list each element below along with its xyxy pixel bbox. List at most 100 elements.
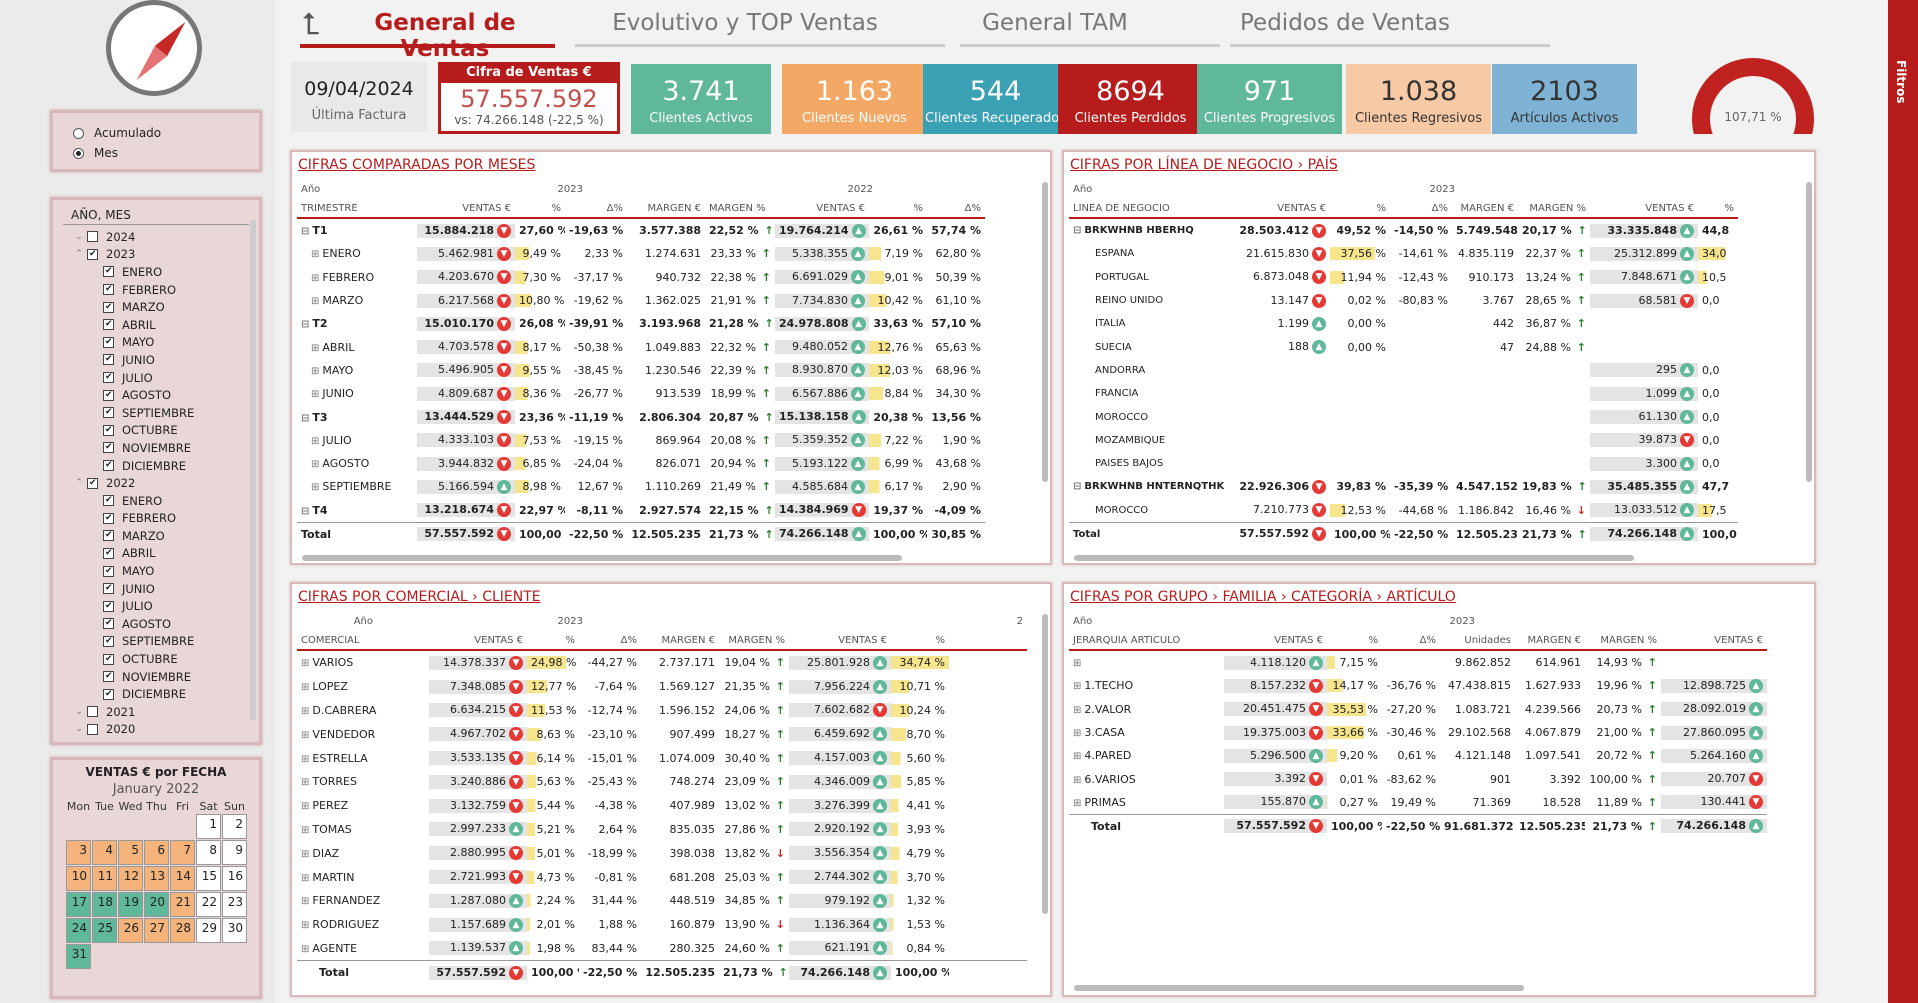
calendar-day[interactable]: 3 (66, 840, 91, 865)
calendar-day[interactable]: 2 (222, 814, 247, 839)
tree-item-julio[interactable]: JULIO (63, 597, 249, 615)
tree-item-febrero[interactable]: FEBRERO (63, 281, 249, 299)
calendar-day[interactable]: 11 (92, 866, 117, 891)
expand-icon[interactable]: ⊞ (311, 296, 320, 308)
expand-icon[interactable]: ⊞ (301, 824, 310, 836)
tab-evolutivo-y-top-ventas[interactable]: Evolutivo y TOP Ventas (612, 10, 878, 36)
checkbox[interactable] (103, 442, 114, 454)
expand-icon[interactable]: ⊞ (1073, 797, 1082, 809)
article-table-hscroll[interactable] (1074, 985, 1524, 991)
checkbox[interactable] (103, 565, 114, 577)
checkbox[interactable] (103, 424, 114, 436)
collapse-icon[interactable]: ⊟ (1073, 225, 1082, 237)
checkbox[interactable] (103, 618, 114, 630)
calendar-day[interactable]: 25 (92, 918, 117, 943)
calendar-day[interactable]: 24 (66, 918, 91, 943)
expand-icon[interactable]: ⊞ (311, 435, 320, 447)
tree-item-agosto[interactable]: AGOSTO (63, 386, 249, 404)
tree-item-junio[interactable]: JUNIO (63, 580, 249, 598)
calendar-day[interactable]: 1 (196, 814, 221, 839)
calendar-day[interactable]: 20 (144, 892, 169, 917)
expand-icon[interactable]: ⊞ (311, 459, 320, 471)
checkbox[interactable] (87, 477, 98, 489)
tree-item-abril[interactable]: ABRIL (63, 316, 249, 334)
radio-icon[interactable] (73, 147, 84, 159)
checkbox[interactable] (103, 530, 114, 542)
checkbox[interactable] (103, 583, 114, 595)
tree-item-noviembre[interactable]: NOVIEMBRE (63, 439, 249, 457)
checkbox[interactable] (103, 688, 114, 700)
months-table-hscroll[interactable] (302, 555, 902, 561)
tab-general-de-ventas[interactable]: General de Ventas (374, 10, 516, 62)
checkbox[interactable] (103, 266, 114, 278)
calendar-day[interactable]: 23 (222, 892, 247, 917)
checkbox[interactable] (103, 547, 114, 559)
calendar-day[interactable]: 30 (222, 918, 247, 943)
checkbox[interactable] (87, 706, 98, 718)
calendar-day[interactable]: 29 (196, 918, 221, 943)
tree-item-septiembre[interactable]: SEPTIEMBRE (63, 404, 249, 422)
expand-icon[interactable]: ⊞ (1073, 751, 1082, 763)
checkbox[interactable] (103, 407, 114, 419)
calendar-day[interactable]: 7 (170, 840, 195, 865)
tree-item-marzo[interactable]: MARZO (63, 298, 249, 316)
tree-item-mayo[interactable]: MAYO (63, 334, 249, 352)
back-arrow-icon[interactable]: ⮤ (302, 7, 320, 42)
calendar-day[interactable]: 15 (196, 866, 221, 891)
calendar-day[interactable]: 18 (92, 892, 117, 917)
tab-general-tam[interactable]: General TAM (982, 10, 1128, 36)
collapse-icon[interactable]: ⊟ (301, 319, 310, 331)
checkbox[interactable] (103, 460, 114, 472)
expand-icon[interactable]: ⊞ (301, 705, 310, 717)
calendar-day[interactable]: 6 (144, 840, 169, 865)
checkbox[interactable] (103, 319, 114, 331)
calendar-day[interactable]: 17 (66, 892, 91, 917)
calendar-day[interactable]: 19 (118, 892, 143, 917)
chevron-up-icon[interactable]: ⌃ (75, 249, 83, 260)
calendar-day[interactable]: 12 (118, 866, 143, 891)
tree-item-julio[interactable]: JULIO (63, 369, 249, 387)
checkbox[interactable] (103, 372, 114, 384)
calendar-day[interactable]: 9 (222, 840, 247, 865)
tree-item-2023[interactable]: ⌃ 2023 (63, 246, 249, 264)
calendar-day[interactable]: 8 (196, 840, 221, 865)
checkbox[interactable] (103, 301, 114, 313)
checkbox[interactable] (103, 600, 114, 612)
tree-item-junio[interactable]: JUNIO (63, 351, 249, 369)
checkbox[interactable] (103, 284, 114, 296)
expand-icon[interactable]: ⊞ (1073, 774, 1082, 786)
filters-pane-toggle[interactable]: Filtros (1888, 0, 1918, 1003)
expand-icon[interactable]: ⊞ (301, 848, 310, 860)
tree-item-enero[interactable]: ENERO (63, 263, 249, 281)
tree-item-2021[interactable]: ⌄ 2021 (63, 703, 249, 721)
tree-item-2022[interactable]: ⌃ 2022 (63, 474, 249, 492)
calendar-day[interactable]: 31 (66, 944, 91, 969)
expand-icon[interactable]: ⊞ (301, 729, 310, 741)
calendar-day[interactable]: 27 (144, 918, 169, 943)
tree-item-abril[interactable]: ABRIL (63, 545, 249, 563)
tree-item-2024[interactable]: ⌄ 2024 (63, 228, 249, 246)
business-line-table-hscroll[interactable] (1074, 555, 1634, 561)
expand-icon[interactable]: ⊞ (301, 682, 310, 694)
expand-icon[interactable]: ⊞ (301, 777, 310, 789)
expand-icon[interactable]: ⊞ (311, 482, 320, 494)
expand-icon[interactable]: ⊞ (301, 920, 310, 932)
expand-icon[interactable]: ⊞ (301, 896, 310, 908)
checkbox[interactable] (87, 231, 98, 243)
calendar-day[interactable]: 14 (170, 866, 195, 891)
tree-item-noviembre[interactable]: NOVIEMBRE (63, 668, 249, 686)
tree-item-octubre[interactable]: OCTUBRE (63, 650, 249, 668)
salesperson-table-vscroll[interactable] (1042, 614, 1048, 914)
tree-item-septiembre[interactable]: SEPTIEMBRE (63, 633, 249, 651)
checkbox[interactable] (103, 495, 114, 507)
expand-icon[interactable]: ⊞ (1073, 658, 1082, 670)
months-table-vscroll[interactable] (1042, 182, 1048, 482)
radio-icon[interactable] (73, 127, 84, 139)
tree-item-mayo[interactable]: MAYO (63, 562, 249, 580)
date-slicer-scrollbar[interactable] (250, 220, 256, 720)
checkbox[interactable] (103, 635, 114, 647)
expand-icon[interactable]: ⊞ (1073, 681, 1082, 693)
calendar-day[interactable]: 10 (66, 866, 91, 891)
calendar-day[interactable]: 4 (92, 840, 117, 865)
expand-icon[interactable]: ⊞ (301, 658, 310, 670)
